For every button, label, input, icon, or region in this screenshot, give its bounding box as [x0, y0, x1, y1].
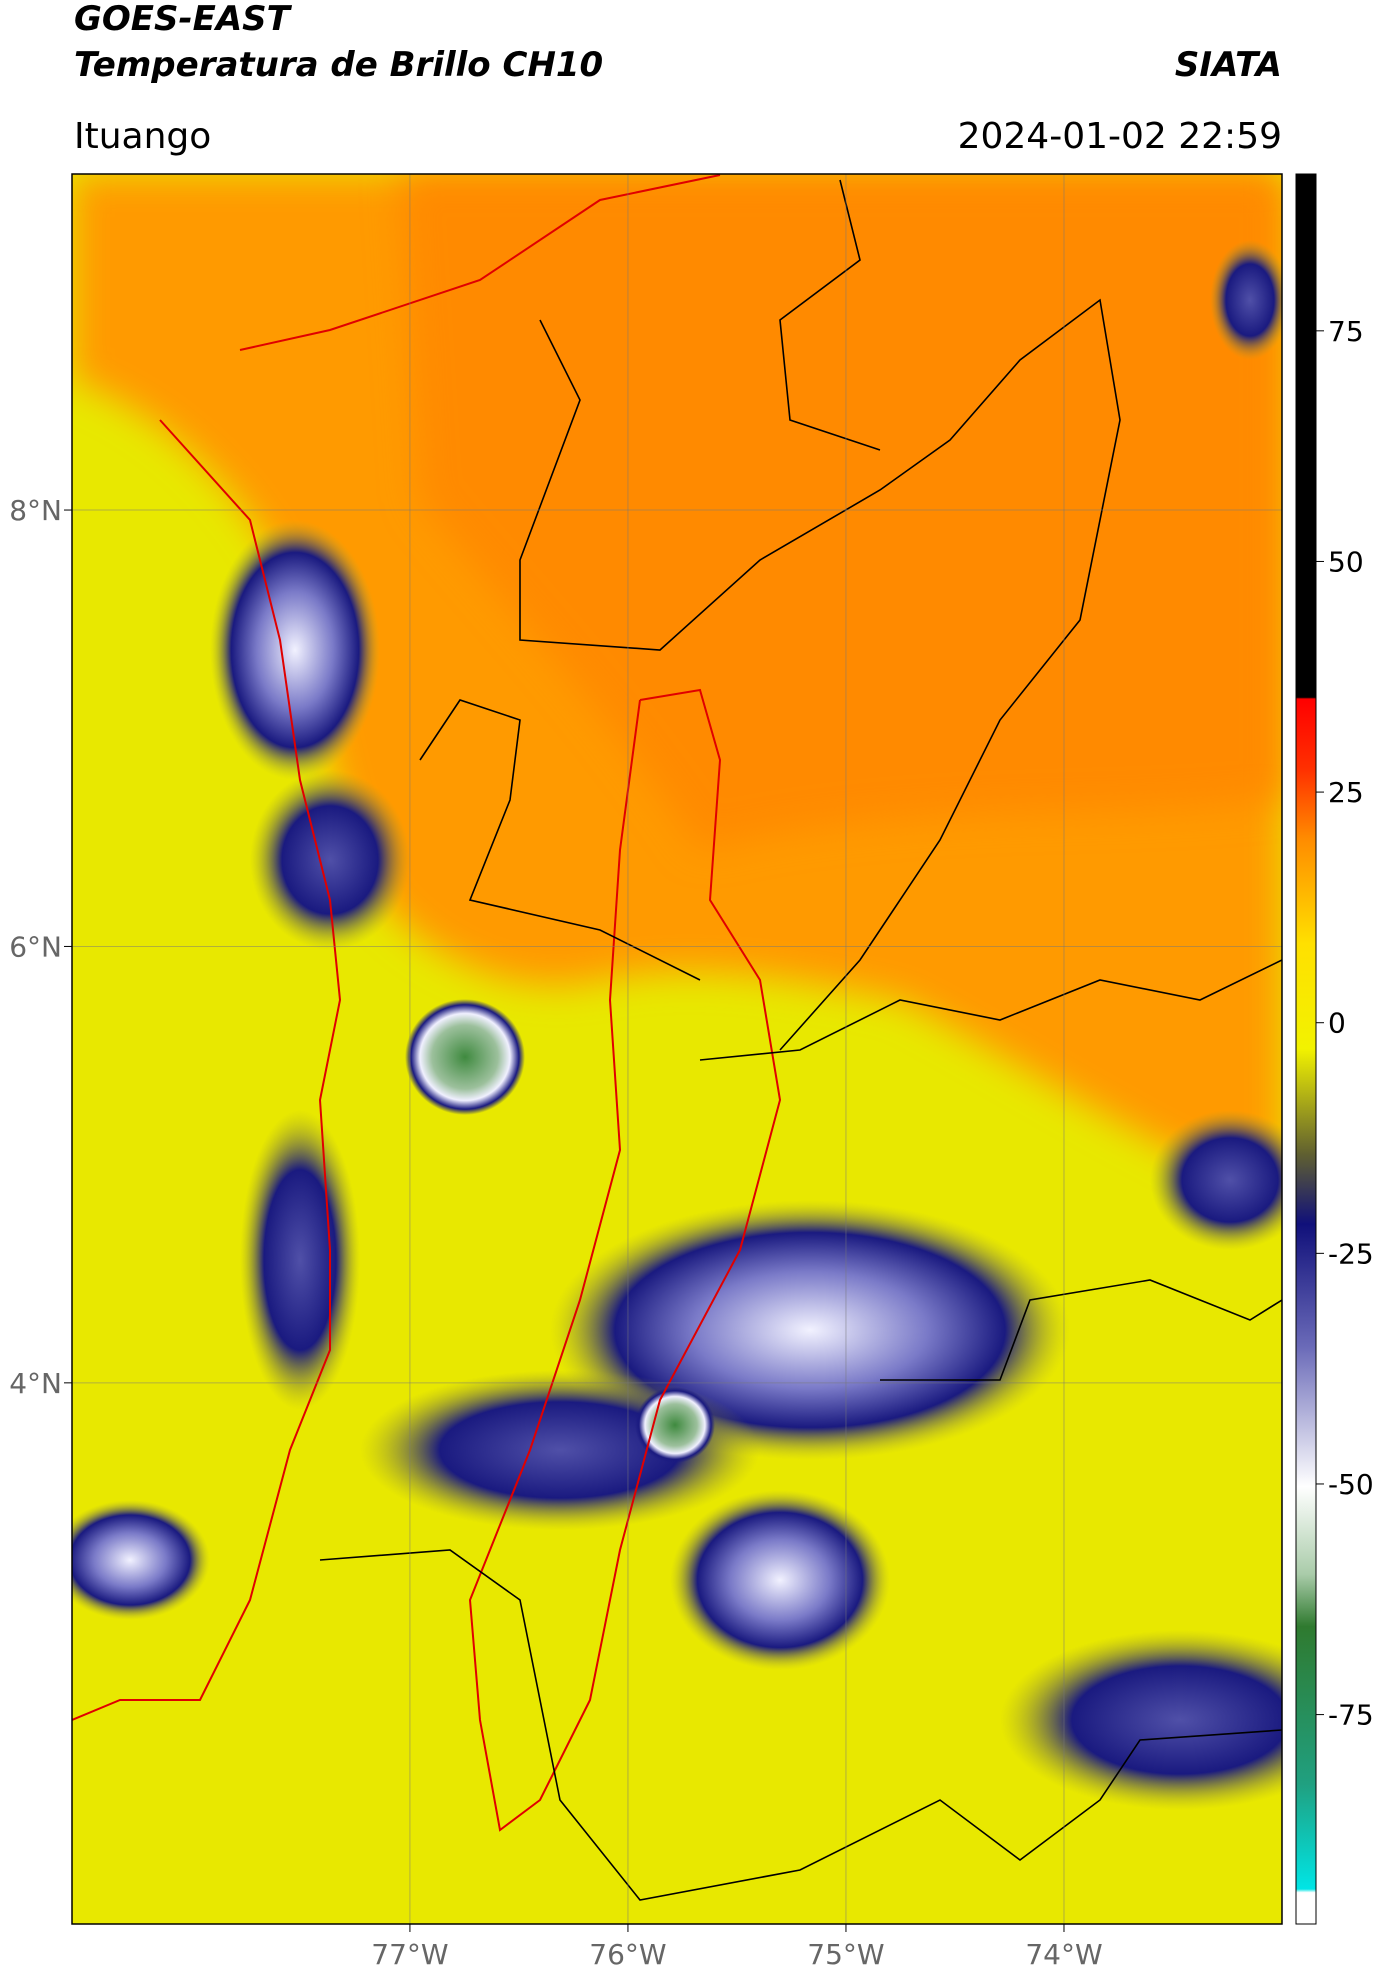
colorbar-tick-label: 50	[1328, 545, 1364, 578]
colorbar-tick-label: 0	[1328, 1007, 1346, 1040]
datetime: 2024-01-02 22:59	[958, 116, 1282, 157]
colorbar-tick-label: -50	[1328, 1468, 1374, 1501]
source: SIATA	[1175, 45, 1282, 85]
x-tick-label: 74°W	[1025, 1938, 1102, 1971]
y-tick-label: 8°N	[9, 494, 62, 527]
colorbar	[1295, 173, 1317, 1925]
x-tick-label: 75°W	[807, 1938, 884, 1971]
graticule	[72, 174, 1282, 1924]
title: GOES-EAST	[74, 0, 293, 39]
satellite-image	[72, 174, 1282, 1924]
y-tick-label: 4°N	[9, 1367, 62, 1400]
colorbar-tick-label: 25	[1328, 776, 1364, 809]
subtitle: Temperatura de Brillo CH10	[74, 45, 603, 85]
x-tick-label: 77°W	[371, 1938, 448, 1971]
colorbar-tick-label: -25	[1328, 1237, 1374, 1270]
colorbar-tick-label: -75	[1328, 1699, 1374, 1732]
map-frame	[71, 173, 1283, 1925]
x-tick-label: 76°W	[589, 1938, 666, 1971]
location: Ituango	[74, 116, 211, 157]
y-tick-label: 6°N	[9, 930, 62, 963]
colorbar-tick-label: 75	[1328, 315, 1364, 348]
